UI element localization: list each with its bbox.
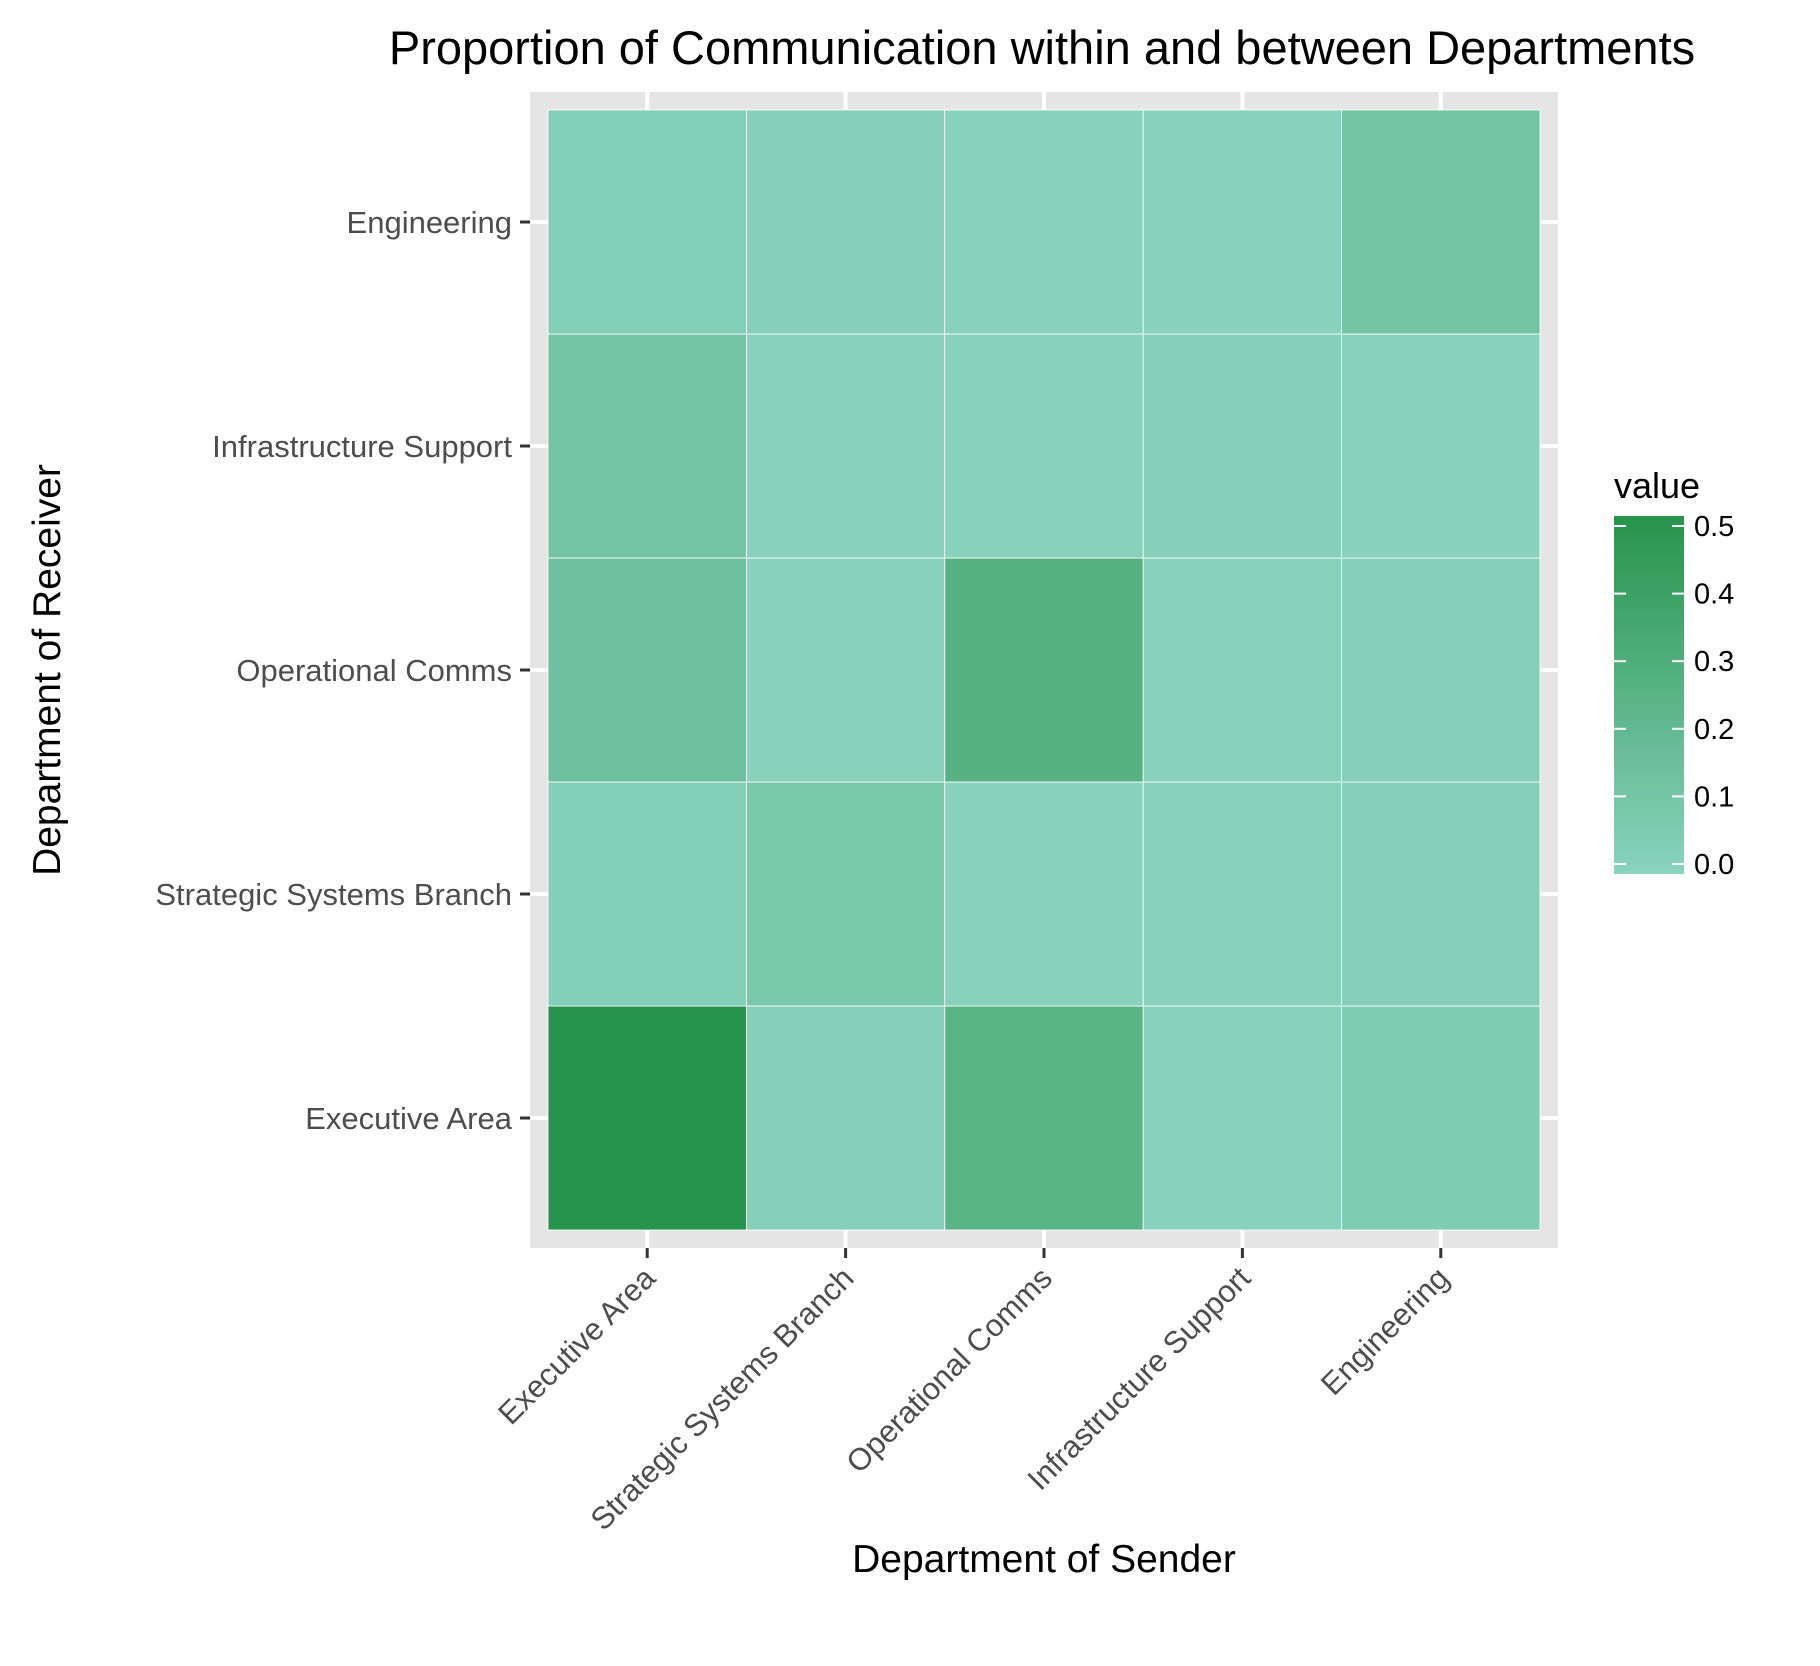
heatmap-cell [944, 109, 1144, 335]
heatmap-cell [746, 109, 946, 335]
heatmap-cell [746, 557, 946, 783]
legend-tick-label: 0.3 [1694, 646, 1734, 678]
heatmap-cell [547, 781, 747, 1007]
x-tick-label: Executive Area [491, 1260, 663, 1432]
heatmap-cell [1341, 557, 1541, 783]
legend-ticks: 0.0 0.1 0.2 0.3 0.4 0.5 [1614, 511, 1734, 881]
y-tick-label: Infrastructure Support [212, 429, 512, 464]
heatmap-cell [1142, 1005, 1342, 1231]
heatmap-cell [1341, 1005, 1541, 1231]
y-tick-label: Executive Area [305, 1101, 513, 1136]
heatmap-cell [547, 333, 747, 559]
heatmap-cell [547, 109, 747, 335]
heatmap-cell [547, 557, 747, 783]
heatmap-cell [1341, 109, 1541, 335]
heatmap-cell [944, 557, 1144, 783]
heatmap-cell [746, 781, 946, 1007]
legend-color-bar [1614, 516, 1684, 874]
y-axis-title: Department of Receiver [26, 464, 69, 876]
x-axis-title: Department of Sender [852, 1538, 1236, 1581]
legend-title: value [1614, 465, 1700, 506]
legend-tick-label: 0.0 [1694, 849, 1734, 881]
heatmap-cell [944, 333, 1144, 559]
heatmap-cell [547, 1005, 747, 1231]
x-tick-label: Engineering [1314, 1260, 1456, 1402]
heatmap-cells [547, 109, 1541, 1231]
legend-tick-label: 0.2 [1694, 714, 1734, 746]
legend-tick-label: 0.5 [1694, 511, 1734, 543]
y-tick-label: Strategic Systems Branch [155, 877, 512, 912]
x-tick-label: Infrastructure Support [1021, 1260, 1258, 1497]
y-axis: Executive Area Strategic Systems Branch Op… [155, 205, 530, 1136]
legend-tick-label: 0.1 [1694, 781, 1734, 813]
chart-title: Proportion of Communication within and b… [389, 21, 1695, 74]
heatmap-cell [1142, 109, 1342, 335]
heatmap-cell [944, 1005, 1144, 1231]
heatmap-cell [1142, 781, 1342, 1007]
heatmap-cell [746, 333, 946, 559]
x-tick-label: Operational Comms [839, 1260, 1059, 1480]
legend-tick-label: 0.4 [1694, 579, 1734, 611]
heatmap-cell [1142, 557, 1342, 783]
heatmap-cell [1341, 781, 1541, 1007]
heatmap-cell [1142, 333, 1342, 559]
color-legend: value 0.0 0.1 0.2 0.3 0.4 0.5 [1614, 465, 1734, 881]
y-tick-label: Engineering [347, 205, 512, 240]
heatmap-cell [1341, 333, 1541, 559]
y-tick-label: Operational Comms [236, 653, 512, 688]
heatmap-cell [746, 1005, 946, 1231]
heatmap-cell [944, 781, 1144, 1007]
